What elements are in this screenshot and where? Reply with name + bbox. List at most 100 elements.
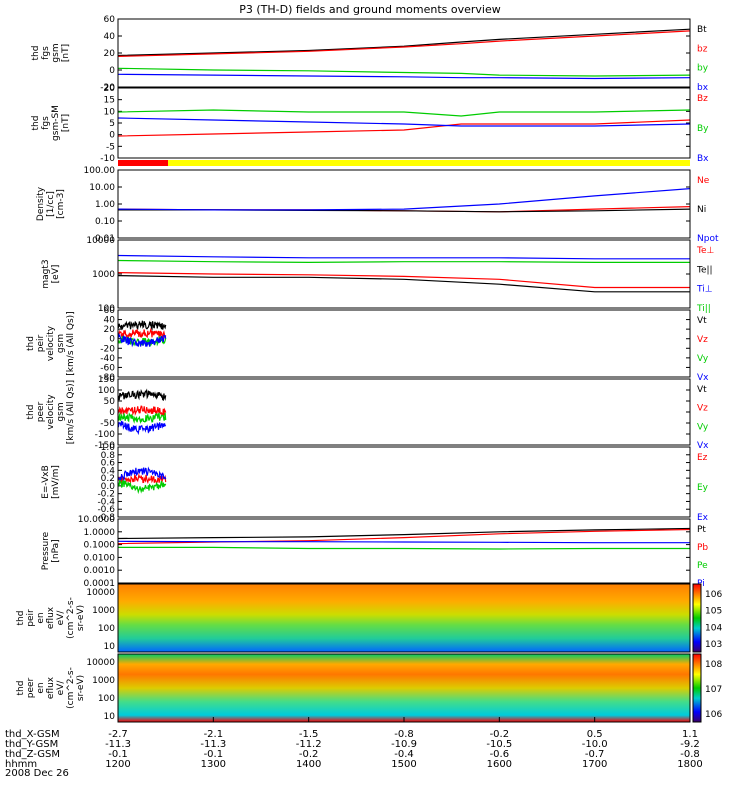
colorbar-tick-label: 104 bbox=[705, 623, 722, 633]
ephemeris-value: -10.5 bbox=[486, 739, 512, 750]
y-tick-label: 1000 bbox=[92, 606, 115, 616]
y-tick-label: 20 bbox=[104, 49, 116, 59]
ephemeris-value: -1.5 bbox=[299, 729, 319, 740]
series-efield-0 bbox=[118, 472, 167, 484]
y-tick-label: 10000 bbox=[86, 588, 115, 598]
series-temperature-0 bbox=[117, 272, 690, 289]
ephemeris-value: -0.7 bbox=[585, 749, 605, 760]
series-peer_velocity-2 bbox=[117, 412, 167, 425]
panel-frame bbox=[117, 87, 691, 159]
y-axis-label: eflux bbox=[46, 676, 56, 699]
y-axis-label: peer bbox=[36, 401, 46, 422]
ephemeris-value: -11.2 bbox=[296, 739, 322, 750]
y-tick-label: 0 bbox=[109, 66, 115, 76]
y-axis-label: en bbox=[36, 612, 46, 623]
panel-frame bbox=[117, 239, 691, 309]
y-axis-label: gsm bbox=[56, 402, 66, 421]
ephemeris-value: -0.6 bbox=[490, 749, 510, 760]
panel-density: 100.00 10.00 1.00 0.10 0.01 Density [1/cc] [cm-… bbox=[36, 166, 719, 244]
y-axis-label: eV/ bbox=[56, 610, 66, 626]
colorbar-tick-label: 105 bbox=[705, 607, 722, 617]
y-tick-label: 10.00 bbox=[89, 183, 115, 193]
y-axis-label: gsm-SM bbox=[51, 105, 61, 141]
y-tick-label: 5 bbox=[109, 119, 115, 129]
ephemeris-value: 1400 bbox=[296, 759, 321, 770]
y-axis-label: [cm-3] bbox=[56, 189, 66, 219]
ephemeris-value: -10.9 bbox=[391, 739, 417, 750]
y-axis-label: E=-VxB bbox=[41, 465, 51, 499]
y-axis-label: thd bbox=[26, 405, 36, 420]
y-axis-label: [mV/m] bbox=[51, 465, 61, 499]
quality-flag-yellow bbox=[168, 160, 690, 166]
legend-peir_velocity-3: Vx bbox=[697, 373, 709, 383]
chart-title: P3 (TH-D) fields and ground moments over… bbox=[239, 3, 501, 16]
ephemeris-value: 1.1 bbox=[682, 729, 698, 740]
y-tick-label: -20 bbox=[100, 83, 115, 93]
y-axis-label: Pressure bbox=[41, 531, 51, 570]
ephemeris-value: -0.8 bbox=[394, 729, 414, 740]
y-tick-label: 50 bbox=[104, 397, 116, 407]
ephemeris-value: 1700 bbox=[582, 759, 607, 770]
colorbar-tick-label: 108 bbox=[705, 660, 722, 670]
colorbar bbox=[692, 653, 702, 723]
y-tick-label: -60 bbox=[100, 363, 115, 373]
ephemeris-label: hhmm bbox=[5, 759, 37, 770]
series-temperature-3 bbox=[117, 259, 690, 264]
y-tick-label: 0.6 bbox=[101, 459, 116, 469]
legend-fgs_gsm-0: Bt bbox=[697, 25, 707, 35]
y-tick-label: 0.0001 bbox=[84, 579, 116, 589]
y-tick-label: 150 bbox=[98, 375, 115, 385]
legend-peer_velocity-3: Vx bbox=[697, 441, 709, 451]
y-tick-label: 60 bbox=[104, 306, 116, 316]
series-density-2 bbox=[117, 188, 691, 211]
ephemeris-value: 0.5 bbox=[587, 729, 603, 740]
y-tick-label: 0.4 bbox=[101, 466, 116, 476]
y-axis-label: [km/s (All Qs)] bbox=[66, 311, 76, 375]
legend-fgs_gsm-2: by bbox=[697, 64, 709, 74]
series-peer_velocity-1 bbox=[117, 405, 167, 417]
y-axis-label: fgs bbox=[41, 46, 51, 60]
legend-peir_velocity-0: Vt bbox=[697, 316, 707, 326]
y-axis-label: sr-eV) bbox=[76, 675, 86, 701]
series-pressure-3 bbox=[117, 540, 690, 544]
spectrogram-peir_spec: 10000 1000 100 10 thd peir en eflux eV/(cm^2-s-s… bbox=[16, 583, 722, 653]
y-tick-label: -40 bbox=[100, 354, 115, 364]
ephemeris-value: -0.8 bbox=[680, 749, 700, 760]
ephemeris-value: 1500 bbox=[391, 759, 416, 770]
legend-fgs_gsm-3: bx bbox=[697, 83, 709, 93]
y-axis-label: thd bbox=[16, 611, 26, 626]
y-axis-label: (cm^2-s- bbox=[66, 667, 76, 709]
legend-efield-0: Ez bbox=[697, 453, 708, 463]
colorbar-tick-label: 106 bbox=[705, 590, 722, 600]
y-axis-label: magt3 bbox=[41, 259, 51, 288]
legend-fgs_sm-1: By bbox=[697, 124, 709, 134]
y-tick-label: 100.00 bbox=[84, 166, 116, 176]
y-tick-label: 0.8 bbox=[101, 451, 116, 461]
series-pressure-2 bbox=[118, 546, 690, 550]
y-tick-label: 0.0100 bbox=[84, 553, 116, 563]
y-axis-label: [nPa] bbox=[51, 539, 61, 562]
ephemeris-label: thd_Y-GSM bbox=[5, 739, 58, 750]
y-tick-label: 1000 bbox=[92, 676, 115, 686]
series-fgs_sm-1 bbox=[117, 109, 691, 117]
panel-frame bbox=[117, 583, 691, 653]
panel-pressure: 10.0000 1.0000 0.1000 0.0100 0.0010 0.0001 Pre… bbox=[41, 515, 708, 589]
series-peer_velocity-3 bbox=[117, 420, 167, 436]
legend-fgs_sm-0: Bz bbox=[697, 94, 708, 104]
series-temperature-1 bbox=[117, 275, 690, 293]
legend-temperature-2: Ti⊥ bbox=[696, 285, 713, 295]
y-axis-label: peir bbox=[36, 334, 46, 352]
y-axis-label: peer bbox=[26, 677, 36, 698]
y-tick-label: 1.00 bbox=[95, 200, 115, 210]
y-axis-label: eV/ bbox=[56, 680, 66, 696]
y-tick-label: 40 bbox=[104, 316, 116, 326]
panel-frame bbox=[117, 446, 691, 518]
y-tick-label: -50 bbox=[100, 419, 115, 429]
y-axis-label: [km/s (All Qs)] bbox=[66, 380, 76, 444]
legend-peer_velocity-0: Vt bbox=[697, 385, 707, 395]
series-fgs_gsm-2 bbox=[117, 67, 691, 77]
y-tick-label: 10000 bbox=[86, 236, 115, 246]
